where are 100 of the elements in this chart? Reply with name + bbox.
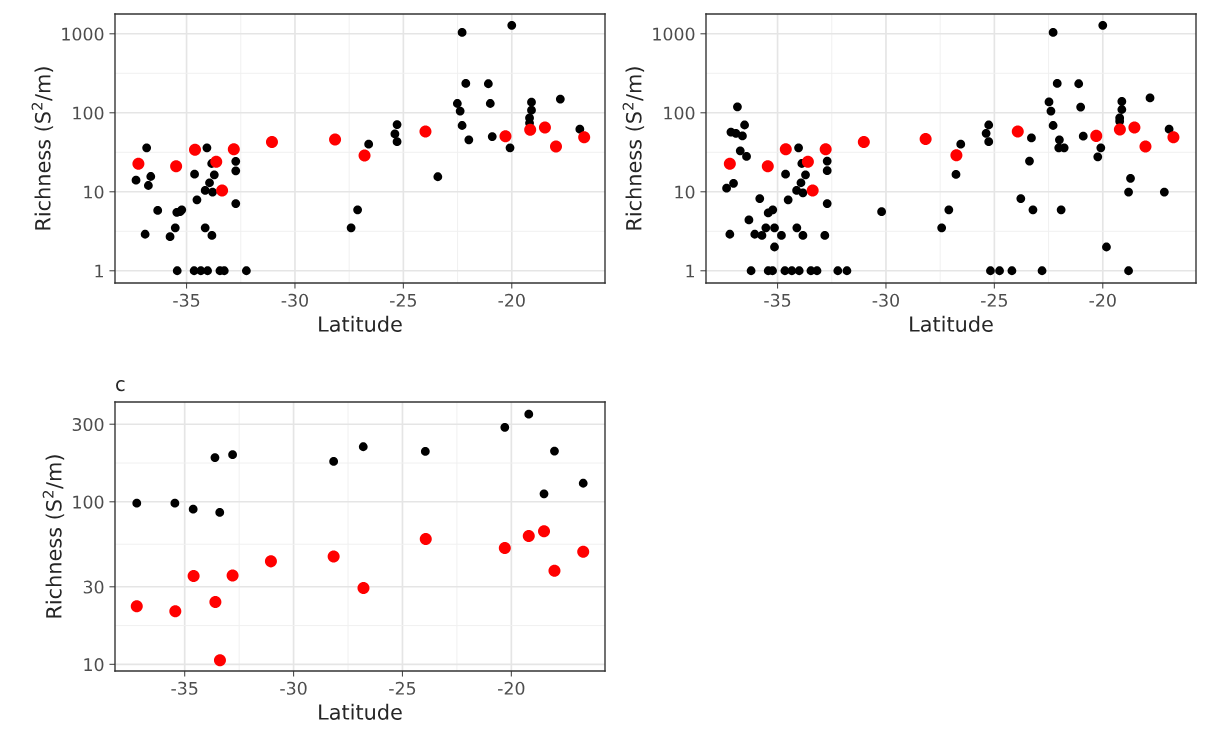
y-tick-label: 30 — [83, 580, 104, 594]
x-tick-label: -30 — [280, 681, 307, 695]
point — [329, 457, 339, 466]
point — [522, 529, 535, 542]
point — [392, 120, 402, 129]
point — [390, 129, 400, 139]
point — [130, 600, 143, 613]
point — [779, 143, 792, 156]
point — [500, 422, 510, 432]
point — [578, 131, 591, 144]
x-tick-label: -25 — [389, 681, 416, 695]
point — [505, 143, 515, 153]
point — [538, 121, 551, 134]
point — [207, 231, 217, 240]
x-tick-label: -25 — [390, 293, 417, 307]
point — [210, 155, 223, 168]
y-axis-title: Richness (S$^{2}$/m) — [622, 67, 645, 230]
point — [208, 187, 217, 197]
point — [806, 184, 819, 197]
point — [483, 79, 493, 89]
chart-title: c — [116, 380, 125, 392]
point — [203, 266, 212, 276]
x-tick-label: -20 — [1089, 293, 1116, 307]
point — [555, 94, 565, 104]
point — [132, 498, 142, 508]
point — [144, 181, 153, 190]
point — [231, 156, 241, 166]
y-tick-label: 10 — [84, 658, 104, 672]
point — [153, 206, 163, 215]
point — [461, 79, 471, 88]
point — [550, 446, 559, 456]
x-tick-label: -30 — [872, 293, 899, 307]
x-tick-label: -30 — [281, 293, 308, 307]
x-tick-label: -20 — [498, 681, 525, 695]
point — [170, 498, 180, 508]
point — [346, 223, 356, 233]
point — [507, 20, 517, 30]
point — [209, 170, 219, 180]
point — [527, 105, 536, 115]
point — [329, 133, 342, 146]
point — [210, 453, 220, 462]
point — [357, 581, 370, 594]
point — [165, 232, 175, 242]
point — [499, 130, 512, 143]
point — [353, 205, 363, 215]
y-tick-label: 100 — [73, 495, 104, 509]
point — [146, 172, 156, 181]
point — [202, 143, 212, 153]
point — [549, 140, 563, 153]
point — [265, 136, 278, 149]
y-tick-label: 1 — [95, 264, 103, 278]
point — [169, 605, 182, 618]
y-axis-title: Richness (S$^{2}$/m) — [31, 67, 54, 230]
point — [485, 99, 495, 108]
point — [209, 595, 222, 608]
y-tick-label: 100 — [73, 106, 104, 120]
point — [172, 266, 182, 276]
point — [801, 155, 814, 168]
point — [216, 184, 229, 197]
point — [242, 266, 251, 276]
point — [226, 569, 239, 582]
y-tick-label: 1000 — [653, 27, 695, 41]
y-tick-label: 1 — [686, 264, 694, 278]
point — [524, 123, 537, 136]
point — [142, 143, 152, 153]
point — [419, 533, 432, 546]
point — [498, 541, 511, 554]
point — [857, 136, 870, 149]
point — [327, 550, 340, 563]
point — [524, 409, 534, 419]
point — [578, 478, 588, 488]
point — [392, 137, 402, 147]
point — [1090, 129, 1103, 142]
x-tick-label: -35 — [171, 681, 198, 695]
point — [539, 489, 549, 499]
point — [215, 508, 225, 517]
x-tick-label: -35 — [173, 293, 200, 307]
point — [228, 450, 237, 460]
point — [231, 166, 241, 176]
point — [188, 504, 198, 514]
point — [457, 121, 467, 130]
point — [1139, 140, 1152, 153]
y-tick-label: 10 — [84, 185, 104, 199]
point — [452, 99, 462, 108]
x-tick-label: -25 — [981, 293, 1008, 307]
point — [1167, 131, 1180, 144]
point — [464, 135, 474, 145]
point — [364, 139, 374, 149]
x-axis-title: Latitude — [319, 703, 402, 720]
point — [433, 172, 443, 182]
point — [1011, 125, 1024, 138]
point — [190, 169, 199, 179]
point — [187, 569, 200, 582]
point — [200, 223, 210, 233]
point — [457, 28, 467, 37]
point — [577, 545, 590, 558]
point — [140, 229, 150, 239]
point — [419, 125, 432, 138]
point — [170, 223, 180, 233]
y-tick-label: 1000 — [62, 27, 104, 41]
